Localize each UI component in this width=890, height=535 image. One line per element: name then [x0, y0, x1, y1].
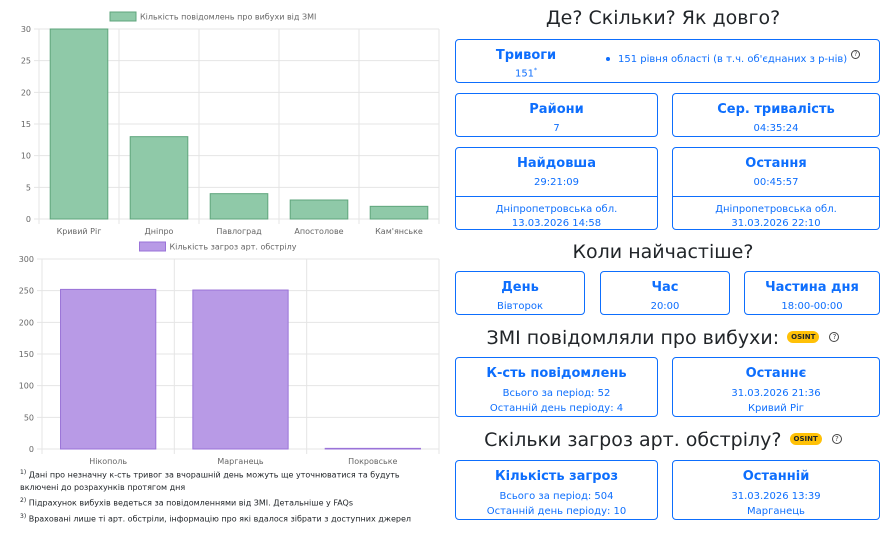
bar[interactable]	[324, 447, 421, 450]
last-alarm-value: 00:45:57	[753, 177, 799, 188]
longest-card: Найдовша 29:21:09 Дніпропетровська обл. …	[455, 147, 658, 230]
y-tick-label: 100	[19, 382, 34, 391]
longest-date: 13.03.2026 14:58	[511, 218, 602, 229]
bar[interactable]	[369, 205, 429, 220]
x-tick-label: Апостолове	[294, 227, 343, 236]
media-count-card: К-сть повідомлень Всього за період: 52 О…	[455, 357, 658, 417]
bar[interactable]	[129, 136, 189, 220]
last-alarm-date: 31.03.2026 22:10	[731, 218, 821, 229]
day-part-card: Частина дня 18:00-00:00	[744, 271, 880, 315]
longest-value: 29:21:09	[534, 177, 579, 188]
hour-card: Час 20:00	[600, 271, 730, 315]
footnote-2: 2) Підрахунок вибухів ведеться за повідо…	[20, 497, 353, 509]
help-icon[interactable]: ?	[829, 331, 840, 342]
footnote-1: 1) Дані про незначну к-сть тривог за вчо…	[20, 469, 400, 493]
y-tick-label: 0	[26, 215, 31, 224]
bullet-icon	[606, 57, 610, 61]
artillery-last-place: Марганець	[747, 506, 805, 517]
y-tick-label: 15	[21, 120, 31, 129]
alarms-label: Тривоги	[495, 48, 557, 63]
chart-legend[interactable]: Кількість повідомлень про вибухи від ЗМІ	[109, 11, 316, 22]
media-count-label: К-сть повідомлень	[486, 366, 627, 381]
y-tick-label: 200	[19, 318, 34, 327]
x-tick-label: Покровське	[348, 457, 397, 466]
media-explosions-chart: Кількість повідомлень про вибухи від ЗМІ…	[21, 11, 440, 236]
artillery-count-label: Кількість загроз	[495, 469, 618, 484]
artillery-count-last-day: Останній день періоду: 10	[486, 506, 627, 517]
day-label: День	[501, 280, 539, 295]
y-tick-label: 5	[26, 183, 31, 192]
x-tick-label: Дніпро	[145, 227, 174, 236]
help-icon[interactable]: ?	[851, 49, 861, 59]
artillery-count-total: Всього за період: 504	[499, 491, 614, 502]
last-alarm-card: Остання 00:45:57 Дніпропетровська обл. 3…	[672, 147, 880, 230]
last-alarm-label: Остання	[745, 156, 807, 171]
y-tick-label: 300	[19, 255, 34, 264]
media-count-last-day: Останній день періоду: 4	[489, 403, 624, 414]
bar[interactable]	[60, 288, 157, 450]
chart-legend[interactable]: Кількість загроз арт. обстрілу	[139, 241, 297, 252]
y-tick-label: 150	[19, 350, 34, 359]
media-last-place: Кривий Ріг	[747, 403, 805, 414]
x-tick-label: Нікополь	[89, 457, 127, 466]
footnote-3: 3) Враховані лише ті арт. обстріли, інфо…	[20, 513, 411, 525]
bar[interactable]	[209, 193, 269, 220]
artillery-last-card: Останній 31.03.2026 13:39 Марганець	[672, 460, 880, 520]
bar[interactable]	[289, 199, 349, 220]
alarms-detail: 151 рівня області (в т.ч. об'єднаних з р…	[606, 49, 861, 65]
media-last-date: 31.03.2026 21:36	[731, 388, 821, 399]
legend-label: Кількість загроз арт. обстрілу	[170, 243, 297, 252]
media-last-card: Останнє 31.03.2026 21:36 Кривий Ріг	[672, 357, 880, 417]
districts-value: 7	[553, 123, 560, 134]
last-alarm-region: Дніпропетровська обл.	[715, 204, 837, 215]
x-tick-label: Марганець	[217, 457, 264, 466]
help-icon[interactable]: ?	[831, 433, 842, 444]
avg-duration-value: 04:35:24	[753, 123, 799, 134]
districts-card: Райони 7	[455, 93, 658, 137]
y-tick-label: 50	[24, 413, 34, 422]
avg-duration-label: Сер. тривалість	[717, 102, 835, 117]
artillery-count-card: Кількість загроз Всього за період: 504 О…	[455, 460, 658, 520]
day-card: День Вівторок	[455, 271, 585, 315]
longest-region: Дніпропетровська обл.	[495, 204, 618, 215]
hour-value: 20:00	[650, 301, 680, 312]
artillery-last-label: Останній	[742, 469, 810, 484]
avg-duration-card: Сер. тривалість 04:35:24	[672, 93, 880, 137]
artillery-threats-chart: Кількість загроз арт. обстрілу 0 50 100 150 2…	[19, 241, 440, 466]
x-tick-label: Кам'янське	[375, 227, 423, 236]
media-count-total: Всього за період: 52	[502, 388, 611, 399]
hour-label: Час	[651, 280, 679, 295]
artillery-last-date: 31.03.2026 13:39	[731, 491, 821, 502]
y-tick-label: 25	[21, 57, 31, 66]
legend-swatch	[109, 11, 137, 22]
day-value: Вівторок	[497, 301, 543, 312]
y-tick-label: 20	[21, 88, 31, 97]
legend-swatch	[139, 241, 166, 252]
x-tick-label: Кривий Ріг	[57, 227, 102, 236]
when-section-title: Коли найчастіше?	[572, 241, 754, 263]
bar[interactable]	[192, 289, 289, 450]
legend-label: Кількість повідомлень про вибухи від ЗМІ	[140, 13, 316, 22]
artillery-section-title: Скільки загроз арт. обстрілу? OSINT ?	[446, 429, 880, 451]
alarms-asterisk: *	[534, 67, 538, 74]
districts-label: Райони	[529, 102, 584, 117]
longest-label: Найдовша	[517, 156, 596, 171]
y-tick-label: 30	[21, 25, 31, 34]
footnotes: 1) Дані про незначну к-сть тривог за вчо…	[20, 468, 440, 529]
x-tick-label: Павлоград	[216, 227, 262, 236]
osint-badge: OSINT	[787, 330, 820, 343]
media-last-label: Останнє	[745, 366, 807, 381]
y-tick-label: 10	[21, 152, 31, 161]
day-part-label: Частина дня	[765, 280, 859, 295]
day-part-value: 18:00-00:00	[781, 301, 843, 312]
stats-panel: Де? Скільки? Як довго? Тривоги 151* 151 …	[446, 0, 890, 535]
alarms-value: 151	[514, 68, 535, 80]
y-tick-label: 250	[19, 287, 34, 296]
media-section-title: ЗМІ повідомляли про вибухи: OSINT ?	[446, 327, 880, 349]
alarms-card: Тривоги 151* 151 рівня області (в т.ч. о…	[455, 39, 880, 83]
where-section-title: Де? Скільки? Як довго?	[545, 7, 781, 29]
osint-badge: OSINT	[789, 432, 822, 445]
y-tick-label: 0	[29, 445, 34, 454]
bar[interactable]	[49, 28, 109, 220]
